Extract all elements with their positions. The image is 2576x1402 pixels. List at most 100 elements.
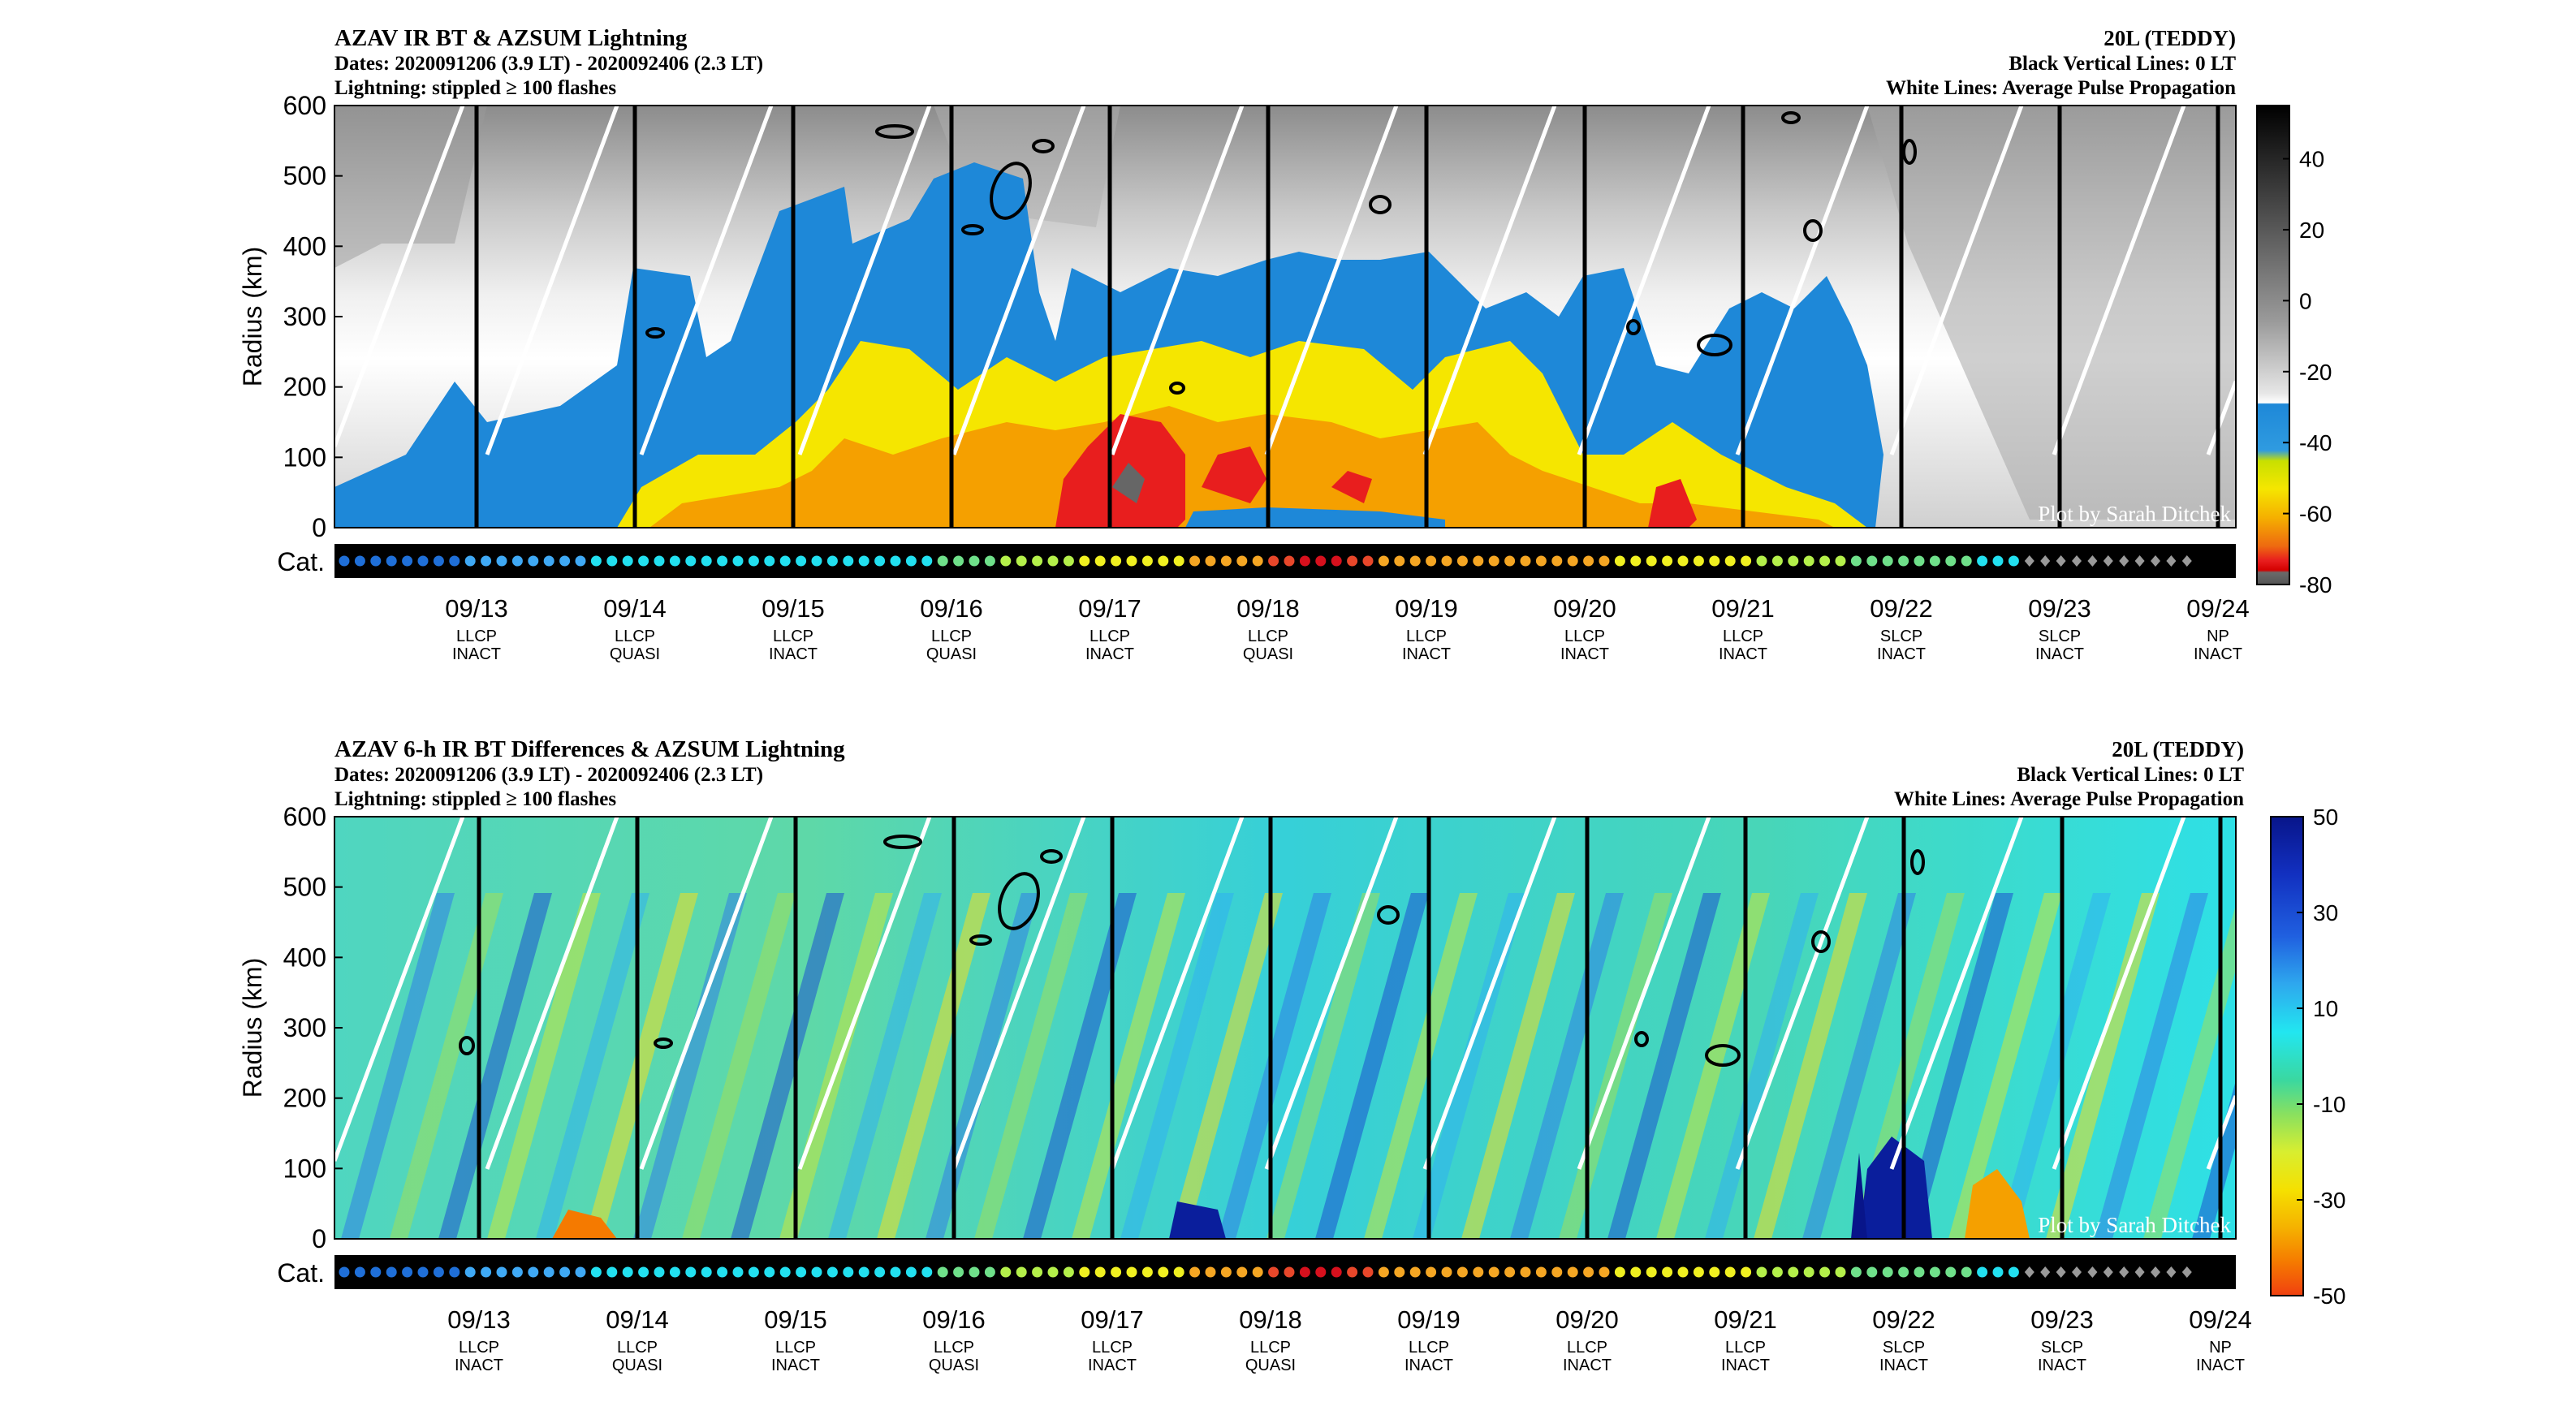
category-marker [2103, 1266, 2113, 1278]
credit-text: Plot by Sarah Ditchek [2038, 1213, 2231, 1237]
x-tick-label: 09/15 [762, 594, 825, 623]
category-marker [559, 555, 571, 567]
x-tick-label: 09/24 [2189, 1305, 2252, 1334]
category-marker [1331, 555, 1342, 567]
category-marker [1378, 555, 1389, 567]
category-marker [339, 1266, 350, 1278]
category-marker [1126, 1266, 1137, 1278]
phase-label: LLCP [1248, 628, 1288, 645]
category-marker [890, 555, 901, 567]
pulse-band [2192, 1081, 2236, 1239]
category-marker [984, 555, 995, 567]
category-marker [1362, 1266, 1374, 1278]
phase-label: SLCP [1880, 628, 1922, 645]
category-marker [1992, 555, 2004, 567]
category-marker [1299, 1266, 1310, 1278]
category-marker [2072, 555, 2082, 567]
category-marker [1599, 1266, 1610, 1278]
category-marker [496, 1266, 507, 1278]
panel-bottom: AZAV 6-h IR BT Differences & AZSUM Light… [238, 736, 2345, 1374]
category-marker [1141, 1266, 1153, 1278]
state-label: INACT [1877, 645, 1926, 663]
pulse-band [1266, 893, 1380, 1239]
colorbar-tick-label: -60 [2299, 502, 2332, 527]
category-marker [1236, 555, 1248, 567]
category-marker [606, 1266, 618, 1278]
category-marker [1803, 1266, 1814, 1278]
category-marker [748, 1266, 759, 1278]
state-label: INACT [2194, 645, 2242, 663]
category-marker [1662, 555, 1673, 567]
category-marker [1693, 1266, 1704, 1278]
category-marker [1882, 1266, 1893, 1278]
category-marker [1741, 555, 1752, 567]
category-marker [417, 555, 429, 567]
category-marker [905, 555, 917, 567]
phase-label: SLCP [2039, 628, 2081, 645]
category-marker [685, 1266, 697, 1278]
category-marker [1646, 1266, 1657, 1278]
category-marker [2024, 555, 2034, 567]
category-marker [1551, 1266, 1563, 1278]
category-marker [1268, 1266, 1279, 1278]
phase-label: LLCP [931, 628, 972, 645]
category-marker [669, 555, 680, 567]
category-marker [858, 1266, 869, 1278]
category-marker [1000, 555, 1012, 567]
x-tick-label: 09/20 [1553, 594, 1616, 623]
x-tick-label: 09/18 [1239, 1305, 1302, 1334]
category-marker [1016, 1266, 1027, 1278]
pulse-band [1364, 893, 1478, 1239]
state-label: QUASI [929, 1357, 979, 1374]
state-label: QUASI [612, 1357, 662, 1374]
category-marker [575, 555, 586, 567]
pulse-band [1461, 893, 1575, 1239]
category-marker [2134, 1266, 2145, 1278]
x-tick-label: 09/16 [922, 1305, 986, 1334]
category-marker [953, 1266, 964, 1278]
state-label: INACT [2196, 1357, 2245, 1374]
x-tick-label: 09/17 [1081, 1305, 1144, 1334]
category-marker [1567, 1266, 1578, 1278]
category-marker [606, 555, 618, 567]
category-marker [1032, 1266, 1043, 1278]
black-lines-note: Black Vertical Lines: 0 LT [2009, 53, 2236, 75]
category-marker [654, 1266, 665, 1278]
category-marker [1646, 555, 1657, 567]
colorbar-tick-label: 20 [2299, 218, 2324, 243]
category-marker [2151, 555, 2160, 567]
category-marker [2166, 1266, 2177, 1278]
x-tick-label: 09/19 [1397, 1305, 1461, 1334]
category-marker [905, 1266, 917, 1278]
x-tick-label: 09/16 [920, 594, 983, 623]
colorbar-tick-label: -20 [2299, 360, 2332, 385]
category-marker [386, 1266, 397, 1278]
y-tick-label: 0 [312, 1224, 326, 1253]
state-label: INACT [455, 1357, 503, 1374]
y-tick-label: 400 [283, 943, 326, 972]
category-marker [921, 555, 933, 567]
category-marker [511, 1266, 523, 1278]
category-marker [732, 1266, 744, 1278]
category-marker [1803, 555, 1814, 567]
category-marker [1047, 1266, 1059, 1278]
category-marker [1599, 555, 1610, 567]
category-marker [1709, 555, 1720, 567]
category-marker [1063, 1266, 1074, 1278]
pulse-band [2095, 893, 2208, 1239]
x-axis: 09/13LLCPINACT09/14LLCPQUASI09/15LLCPINA… [445, 594, 2250, 663]
category-marker [969, 1266, 980, 1278]
state-label: INACT [2035, 645, 2084, 663]
category-marker [2008, 1266, 2019, 1278]
category-marker [874, 555, 886, 567]
y-tick-label: 100 [283, 1154, 326, 1183]
category-marker [1992, 1266, 2004, 1278]
category-marker [638, 1266, 649, 1278]
category-marker [1488, 555, 1499, 567]
category-marker [622, 555, 633, 567]
category-marker [433, 555, 444, 567]
category-marker [2181, 555, 2192, 567]
category-marker [1284, 555, 1295, 567]
pulse-band [536, 893, 649, 1239]
x-tick-label: 09/24 [2186, 594, 2250, 623]
